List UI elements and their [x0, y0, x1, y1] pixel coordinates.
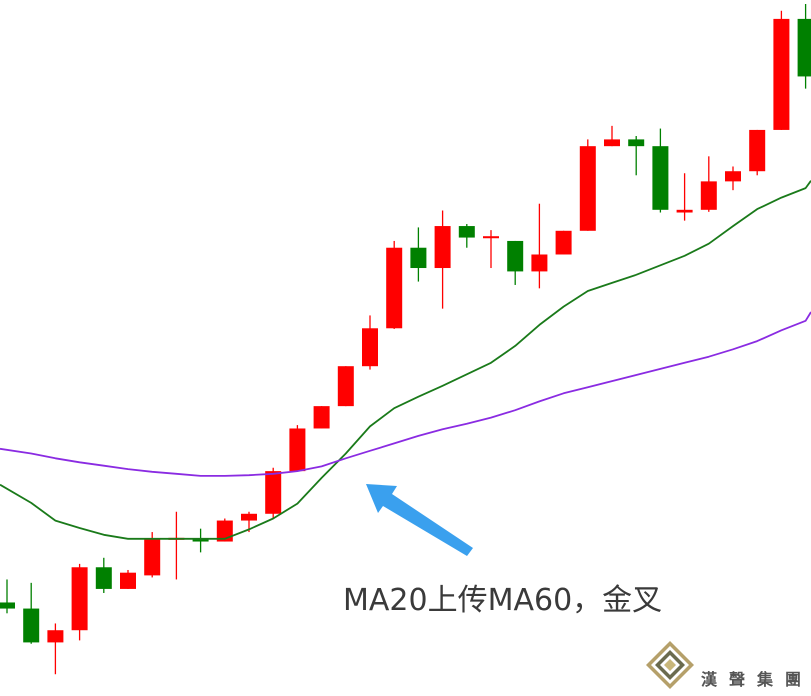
candle-body	[120, 572, 136, 589]
candle	[604, 125, 620, 147]
candle-body	[555, 230, 572, 255]
candle-body	[337, 366, 354, 407]
candle-body	[676, 209, 693, 213]
candle-body	[458, 226, 475, 238]
arrow-icon	[366, 484, 473, 556]
candle	[628, 136, 645, 176]
candle	[71, 563, 88, 641]
candle	[434, 210, 451, 309]
candle-body	[628, 139, 645, 147]
candle	[507, 240, 524, 285]
candle-body	[0, 602, 15, 609]
candle-body	[192, 538, 209, 542]
candle	[700, 156, 717, 212]
candle-body	[71, 567, 88, 631]
candle	[192, 528, 209, 553]
candle	[773, 10, 790, 130]
candle-body	[483, 236, 499, 239]
candle	[289, 425, 306, 472]
annotation-arrow	[366, 484, 473, 556]
candle	[749, 129, 766, 176]
candle-body	[362, 328, 378, 367]
candle-body	[95, 567, 112, 589]
annotation-text: MA20上传MA60，金叉	[343, 583, 663, 618]
candle	[0, 579, 15, 614]
candle-body	[579, 146, 596, 231]
line-ma20	[0, 180, 811, 540]
candle	[676, 173, 693, 221]
watermark-text: 漢聲集團	[701, 670, 811, 689]
candle-body	[507, 240, 524, 272]
candle	[265, 467, 282, 519]
candle-body	[652, 146, 669, 210]
candle-body	[797, 18, 811, 77]
candle	[23, 582, 40, 644]
candle-body	[531, 254, 548, 272]
candle	[725, 166, 741, 191]
candle-body	[773, 18, 790, 130]
candle	[579, 139, 596, 231]
candle	[313, 406, 330, 429]
company-logo-icon	[646, 641, 694, 689]
candle	[531, 203, 548, 289]
candle	[483, 230, 499, 269]
candle-body	[23, 608, 40, 643]
candle-body	[241, 513, 257, 521]
candle-body	[265, 471, 282, 514]
candle	[458, 224, 475, 248]
candle	[95, 557, 112, 593]
candle-body	[725, 171, 741, 182]
candle-body	[313, 406, 330, 429]
candle-body	[410, 247, 427, 269]
candle-body	[289, 428, 306, 472]
candle-body	[144, 538, 161, 576]
moving-average-lines	[0, 180, 811, 540]
candle	[386, 240, 403, 329]
candle	[120, 569, 136, 589]
candle	[410, 227, 427, 282]
candle-body	[434, 226, 451, 269]
candle	[797, 4, 811, 89]
candle	[652, 128, 669, 213]
candle	[337, 366, 354, 407]
candles-layer	[0, 4, 811, 675]
candle-body	[700, 181, 717, 210]
candle	[555, 230, 572, 255]
candle-body	[386, 247, 403, 329]
candle	[362, 315, 378, 370]
line-ma60	[0, 311, 811, 477]
candle	[47, 623, 64, 675]
candle-body	[47, 630, 64, 643]
candle-body	[604, 139, 620, 147]
candle-body	[749, 129, 766, 172]
candle	[168, 511, 185, 580]
